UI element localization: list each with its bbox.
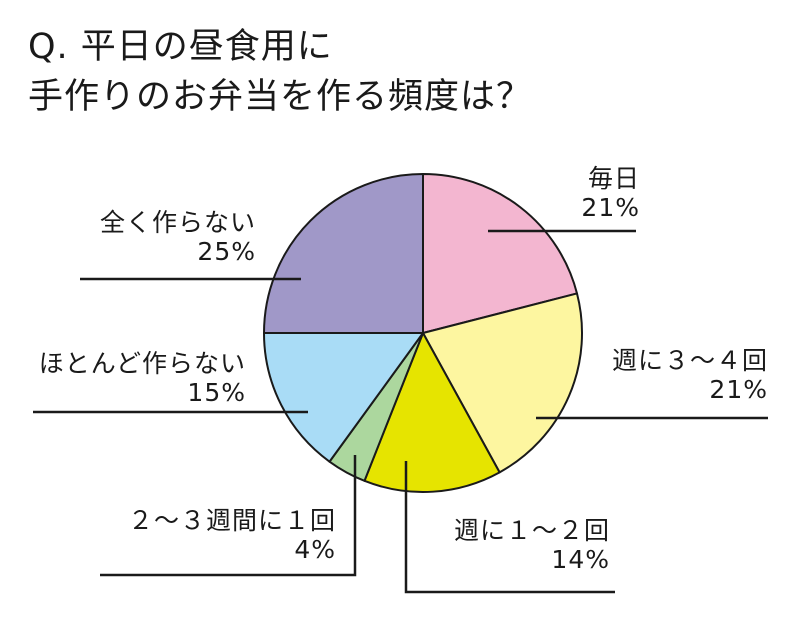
chart-title-line-1: Q. 平日の昼食用に — [28, 27, 333, 67]
leader-2-3-weeks — [100, 455, 357, 577]
label-hotondo-name: ほとんど作らない — [38, 349, 246, 378]
label-mainichi: 毎日 21% — [581, 164, 640, 222]
label-2-3-weeks: ２～３週間に１回 4% — [128, 506, 336, 564]
label-hotondo-value: 15% — [187, 378, 246, 407]
label-3-4-per-week: 週に３～４回 21% — [612, 346, 768, 404]
slice-mainichi — [422, 173, 579, 334]
label-mattaku-value: 25% — [197, 237, 256, 266]
leader-1-2-per-week — [404, 461, 615, 594]
label-mattaku-name: 全く作らない — [99, 208, 256, 237]
label-mainichi-value: 21% — [581, 193, 640, 222]
label-3-4-per-week-name: 週に３～４回 — [611, 346, 768, 375]
label-3-4-per-week-value: 21% — [709, 375, 768, 404]
label-2-3-weeks-value: 4% — [294, 535, 336, 564]
slice-3-4-per-week — [422, 292, 583, 474]
chart-title: Q. 平日の昼食用に 手作りのお弁当を作る頻度は？ — [28, 22, 628, 122]
label-1-2-per-week-name: 週に１～２回 — [453, 516, 610, 545]
label-2-3-weeks-name: ２～３週間に１回 — [127, 506, 336, 535]
slice-hotondo — [263, 332, 424, 463]
label-1-2-per-week: 週に１～２回 14% — [454, 516, 610, 574]
label-mattaku: 全く作らない 25% — [100, 208, 256, 266]
label-1-2-per-week-value: 14% — [551, 545, 610, 574]
label-mainichi-name: 毎日 — [587, 164, 640, 193]
chart-title-line-2: 手作りのお弁当を作る頻度は？ — [28, 77, 533, 117]
slice-mattaku — [263, 173, 424, 334]
label-hotondo: ほとんど作らない 15% — [39, 349, 246, 407]
slice-1-2-per-week — [363, 332, 501, 493]
